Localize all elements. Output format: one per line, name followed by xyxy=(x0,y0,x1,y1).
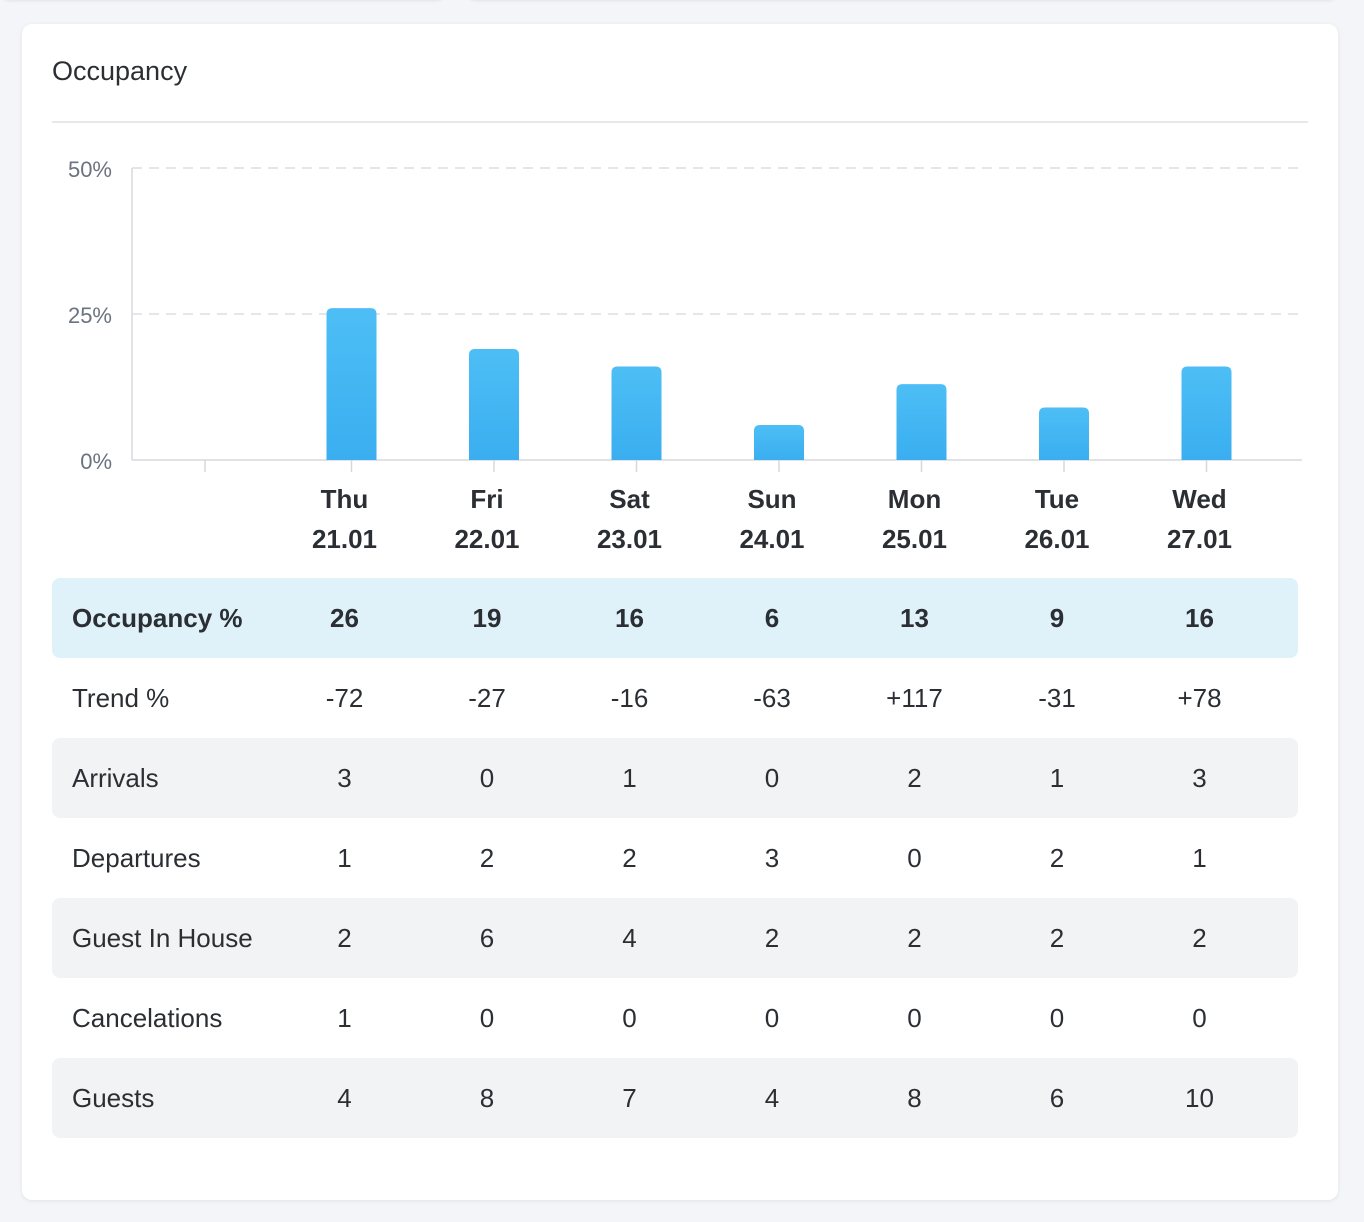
x-label-day: Tue xyxy=(1035,484,1079,514)
table-cell: 2 xyxy=(1049,843,1065,873)
table-cell: 3 xyxy=(764,843,780,873)
row-label: Occupancy % xyxy=(72,603,243,633)
bar-sun[interactable] xyxy=(754,424,804,460)
table-cell: 4 xyxy=(764,1083,780,1113)
table-cell: 2 xyxy=(1192,923,1207,953)
table-cell: 6 xyxy=(479,923,495,953)
table-cell: -27 xyxy=(468,683,506,713)
table-cell: 6 xyxy=(1049,1083,1065,1113)
x-label-date: 26.01 xyxy=(1024,524,1089,554)
x-label-day: Thu xyxy=(321,484,369,514)
table-cell: 1 xyxy=(337,1003,352,1033)
x-label-date: 22.01 xyxy=(454,524,519,554)
bar-tue[interactable] xyxy=(1039,407,1089,460)
bar-mon[interactable] xyxy=(896,384,947,460)
table-cell: 19 xyxy=(472,603,502,633)
table-cell: 2 xyxy=(337,923,352,953)
bar-wed[interactable] xyxy=(1181,366,1232,460)
occupancy-chart: 0% 25% 50% Thu 21.01 Fri 22.01 Sat 23.01 Sun 24.0… xyxy=(68,157,1302,554)
table-row: Guests 4 8 7 4 8 6 10 xyxy=(52,1058,1298,1138)
occupancy-card: Occupancy 0% 25% 50% Thu 21.01 Fri 22.01 Sat 23… xyxy=(22,24,1338,1200)
table-cell: -63 xyxy=(753,683,791,713)
table-cell: 0 xyxy=(479,763,495,793)
x-label-date: 21.01 xyxy=(312,524,377,554)
row-label: Departures xyxy=(72,843,201,873)
table-cell: -31 xyxy=(1038,683,1076,713)
table-cell: 0 xyxy=(764,1003,780,1033)
table-cell: 1 xyxy=(1049,763,1065,793)
table-cell: 0 xyxy=(479,1003,495,1033)
table-cell: 2 xyxy=(907,923,922,953)
x-label-day: Sun xyxy=(747,484,796,514)
x-label-date: 24.01 xyxy=(739,524,804,554)
table-cell: 7 xyxy=(622,1083,637,1113)
table-cell: 8 xyxy=(479,1083,495,1113)
table-cell: 1 xyxy=(337,843,352,873)
row-label: Trend % xyxy=(72,683,170,713)
table-cell: 0 xyxy=(907,843,922,873)
table-cell: 2 xyxy=(1049,923,1065,953)
y-tick-label: 50% xyxy=(68,157,112,182)
table-cell: 1 xyxy=(622,763,637,793)
table-cell: +78 xyxy=(1177,683,1222,713)
occupancy-table: Occupancy % 26 19 16 6 13 9 16 Trend % -72 -27 -16-… xyxy=(52,578,1298,1138)
table-cell: 4 xyxy=(337,1083,352,1113)
title-divider xyxy=(52,121,1308,123)
y-tick-label: 25% xyxy=(68,303,112,328)
table-row: Trend % -72 -27 -16 -63 +117 -31 +78 xyxy=(52,658,1298,738)
table-cell: 16 xyxy=(1185,603,1214,633)
table-row: Cancelations 1 0 0 0 0 0 0 xyxy=(52,978,1298,1058)
table-cell: 0 xyxy=(622,1003,637,1033)
table-cell: 3 xyxy=(1192,763,1207,793)
table-cell: 1 xyxy=(1192,843,1207,873)
table-cell: 0 xyxy=(1192,1003,1207,1033)
bar-fri[interactable] xyxy=(469,349,519,460)
table-cell: 16 xyxy=(615,603,644,633)
table-cell: 3 xyxy=(337,763,352,793)
table-cell: 4 xyxy=(622,923,637,953)
x-label-day: Fri xyxy=(470,484,503,514)
table-cell: +117 xyxy=(886,683,943,713)
table-cell: 2 xyxy=(479,843,495,873)
bar-sat[interactable] xyxy=(611,366,662,460)
table-cell: 2 xyxy=(764,923,780,953)
table-cell: 0 xyxy=(1049,1003,1065,1033)
x-label-day: Sat xyxy=(609,484,650,514)
x-label-date: 27.01 xyxy=(1167,524,1232,554)
card-title: Occupancy xyxy=(52,56,188,86)
x-label-day: Wed xyxy=(1172,484,1226,514)
row-label: Guest In House xyxy=(72,923,253,953)
table-row: Arrivals 3 0 1 0 2 1 3 xyxy=(52,738,1298,818)
table-row: Guest In House 2 6 4 2 2 2 2 xyxy=(52,898,1298,978)
table-cell: 2 xyxy=(907,763,922,793)
table-cell: -72 xyxy=(325,683,364,713)
x-label-date: 23.01 xyxy=(597,524,662,554)
table-cell: 8 xyxy=(907,1083,922,1113)
table-cell: 9 xyxy=(1049,603,1065,633)
table-row: Departures 1 2 2 3 0 2 1 xyxy=(52,818,1298,898)
table-cell: 6 xyxy=(764,603,780,633)
x-label-day: Mon xyxy=(888,484,941,514)
table-cell: -16 xyxy=(610,683,649,713)
table-cell: 0 xyxy=(764,763,780,793)
bar-thu[interactable] xyxy=(326,308,377,460)
table-cell: 2 xyxy=(622,843,637,873)
y-tick-label: 0% xyxy=(80,449,112,474)
table-cell: 13 xyxy=(900,603,929,633)
row-label: Guests xyxy=(72,1083,155,1113)
table-cell: 10 xyxy=(1185,1083,1214,1113)
row-label: Arrivals xyxy=(72,763,159,793)
table-row: Occupancy % 26 19 16 6 13 9 16 xyxy=(52,578,1298,658)
row-label: Cancelations xyxy=(72,1003,223,1033)
table-cell: 0 xyxy=(907,1003,922,1033)
x-label-date: 25.01 xyxy=(882,524,947,554)
table-cell: 26 xyxy=(330,603,359,633)
